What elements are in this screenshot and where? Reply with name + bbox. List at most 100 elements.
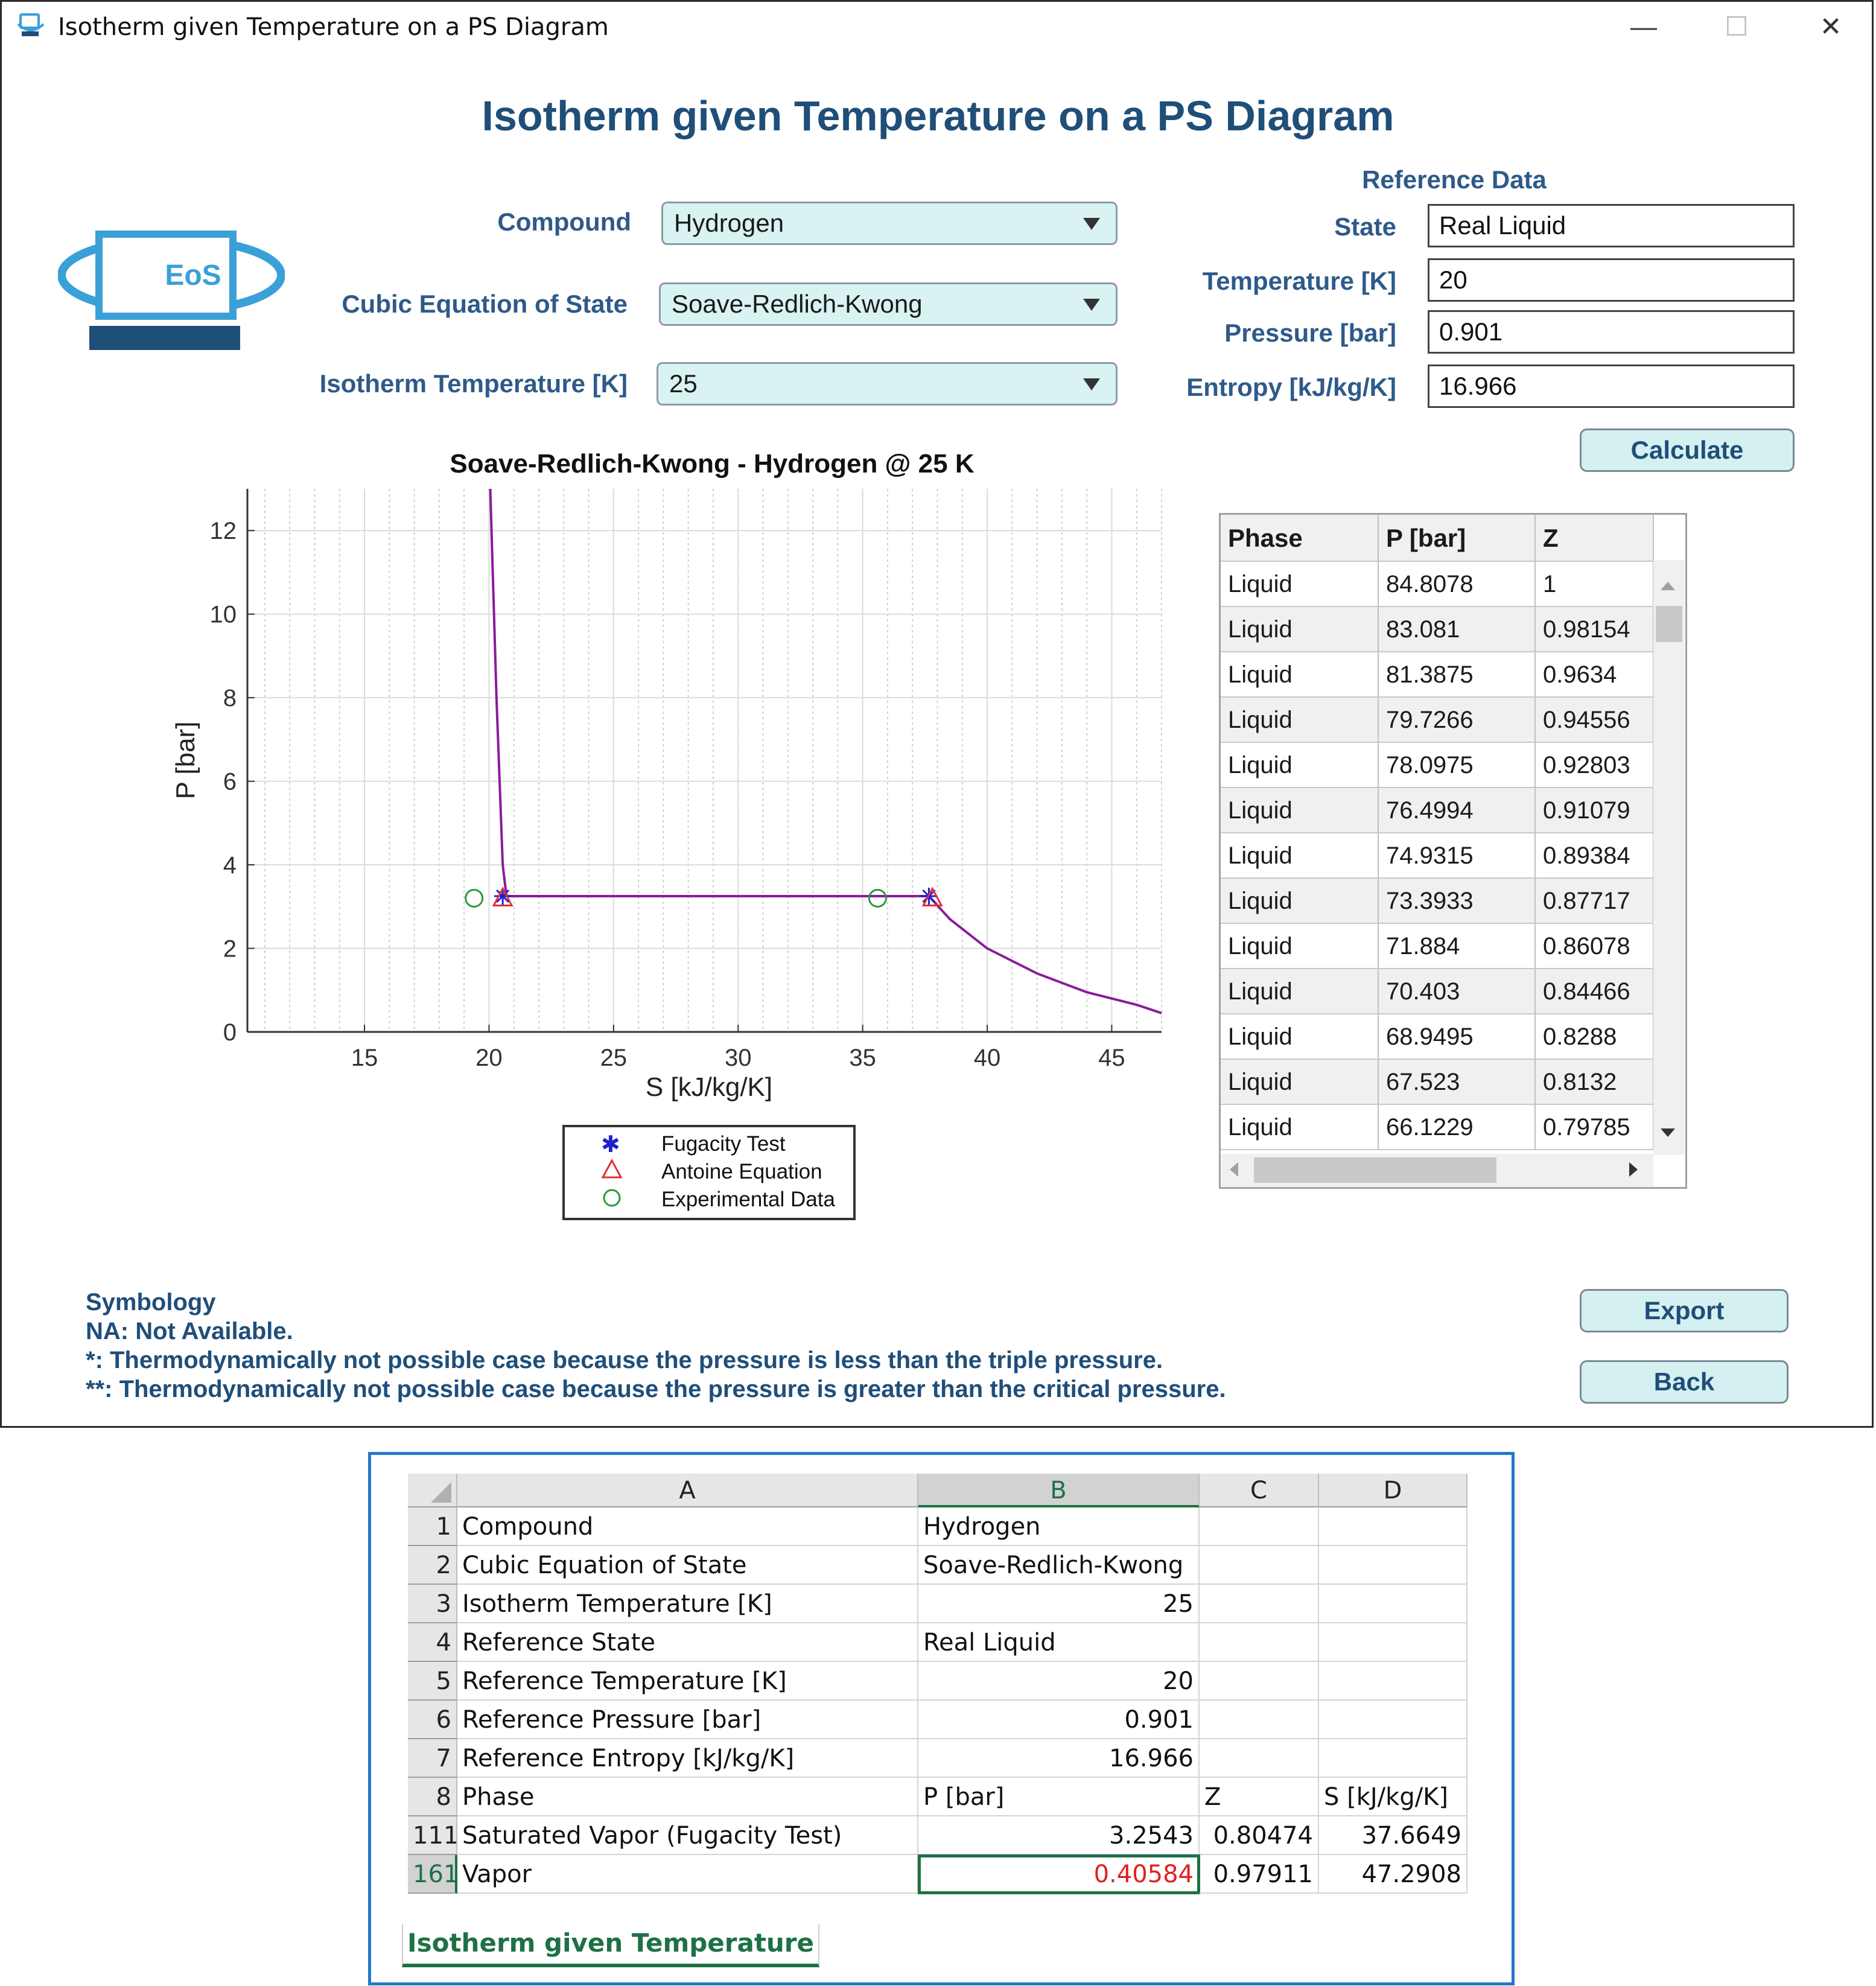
cell-d[interactable] (1319, 1623, 1467, 1662)
cell-b[interactable]: 0.40584 (918, 1854, 1200, 1894)
row-header[interactable]: 6 (408, 1701, 457, 1739)
cell-a[interactable]: Compound (457, 1507, 918, 1546)
minimize-icon[interactable]: — (1630, 12, 1657, 42)
row-header[interactable]: 111 (408, 1816, 457, 1855)
entropy-field[interactable]: 16.966 (1428, 364, 1795, 408)
cell-d[interactable] (1319, 1507, 1467, 1546)
cell-c[interactable] (1200, 1739, 1319, 1778)
cell-c[interactable] (1200, 1623, 1319, 1662)
eos-dropdown[interactable]: Soave-Redlich-Kwong (659, 282, 1118, 326)
row-header[interactable]: 4 (408, 1623, 457, 1662)
row-header[interactable]: 1 (408, 1507, 457, 1546)
cell-d[interactable] (1319, 1739, 1467, 1778)
table-row[interactable]: Liquid 76.4994 0.91079 (1221, 788, 1655, 833)
cell-a[interactable]: Vapor (457, 1855, 918, 1894)
select-all-corner[interactable] (408, 1474, 457, 1507)
cell-d[interactable] (1319, 1662, 1467, 1701)
table-header-cell[interactable]: Z (1536, 515, 1654, 562)
cell-c[interactable] (1200, 1662, 1319, 1701)
table-row[interactable]: Liquid 66.1229 0.79785 (1221, 1105, 1655, 1150)
column-header[interactable]: A (457, 1474, 918, 1507)
cell-a[interactable]: Phase (457, 1778, 918, 1816)
compound-dropdown[interactable]: Hydrogen (661, 202, 1118, 245)
cell-a[interactable]: Reference Temperature [K] (457, 1662, 918, 1701)
export-button[interactable]: Export (1580, 1289, 1789, 1332)
cell-a[interactable]: Reference Pressure [bar] (457, 1701, 918, 1739)
cell-a[interactable]: Isotherm Temperature [K] (457, 1585, 918, 1623)
table-cell: 84.8078 (1379, 562, 1536, 607)
table-cell: Liquid (1221, 1014, 1379, 1060)
compound-value: Hydrogen (674, 209, 784, 237)
table-row[interactable]: Liquid 79.7266 0.94556 (1221, 698, 1655, 743)
cell-d[interactable] (1319, 1701, 1467, 1739)
close-icon[interactable]: ✕ (1819, 12, 1842, 42)
table-header-cell[interactable]: P [bar] (1379, 515, 1536, 562)
cell-a[interactable]: Cubic Equation of State (457, 1546, 918, 1585)
table-row[interactable]: Liquid 70.403 0.84466 (1221, 969, 1655, 1014)
spreadsheet-grid[interactable]: A B C D 1 Compound Hydrogen 2 Cubic Equation of … (408, 1474, 1467, 1905)
temperature-field[interactable]: 20 (1428, 258, 1795, 302)
cell-b[interactable]: Soave-Redlich-Kwong (918, 1546, 1200, 1585)
calculate-button[interactable]: Calculate (1580, 428, 1795, 472)
cell-b[interactable]: 25 (918, 1585, 1200, 1623)
scrollbar-thumb[interactable] (1656, 606, 1682, 642)
scroll-up-icon[interactable] (1661, 582, 1675, 590)
table-row[interactable]: Liquid 78.0975 0.92803 (1221, 743, 1655, 788)
scroll-right-icon[interactable] (1629, 1162, 1638, 1177)
table-row[interactable]: Liquid 71.884 0.86078 (1221, 924, 1655, 969)
x-tick-label: 20 (475, 1045, 503, 1071)
cell-c[interactable] (1200, 1507, 1319, 1546)
scroll-down-icon[interactable] (1661, 1128, 1675, 1137)
row-header[interactable]: 161 (408, 1855, 457, 1894)
column-header[interactable]: B (918, 1474, 1200, 1507)
cell-a[interactable]: Reference State (457, 1623, 918, 1662)
maximize-icon[interactable]: ☐ (1725, 12, 1749, 42)
cell-b[interactable]: 20 (918, 1662, 1200, 1701)
cell-b[interactable]: Real Liquid (918, 1623, 1200, 1662)
x-tick-label: 40 (974, 1045, 1001, 1071)
cell-c[interactable]: Z (1200, 1778, 1319, 1816)
eos-value: Soave-Redlich-Kwong (672, 290, 923, 318)
cell-b[interactable]: 3.2543 (918, 1816, 1200, 1855)
table-row[interactable]: Liquid 81.3875 0.9634 (1221, 652, 1655, 698)
table-row[interactable]: Liquid 83.081 0.98154 (1221, 607, 1655, 652)
cell-c[interactable] (1200, 1546, 1319, 1585)
cell-b[interactable]: 0.901 (918, 1701, 1200, 1739)
row-header[interactable]: 5 (408, 1662, 457, 1701)
table-row[interactable]: Liquid 68.9495 0.8288 (1221, 1014, 1655, 1060)
cell-b[interactable]: P [bar] (918, 1778, 1200, 1816)
column-header[interactable]: C (1200, 1474, 1319, 1507)
cell-a[interactable]: Saturated Vapor (Fugacity Test) (457, 1816, 918, 1855)
table-row[interactable]: Liquid 84.8078 1 (1221, 562, 1655, 607)
table-header-cell[interactable]: Phase (1221, 515, 1379, 562)
cell-d[interactable] (1319, 1546, 1467, 1585)
table-vertical-scrollbar[interactable] (1653, 560, 1685, 1155)
cell-c[interactable]: 0.80474 (1200, 1816, 1319, 1855)
back-button[interactable]: Back (1580, 1360, 1789, 1404)
cell-b[interactable]: 16.966 (918, 1739, 1200, 1778)
isotherm-temperature-dropdown[interactable]: 25 (657, 362, 1118, 406)
state-field[interactable]: Real Liquid (1428, 204, 1795, 247)
sheet-tab[interactable]: Isotherm given Temperature (402, 1924, 819, 1967)
row-header[interactable]: 8 (408, 1778, 457, 1816)
scroll-left-icon[interactable] (1230, 1162, 1238, 1177)
results-table[interactable]: Phase P [bar] Z Liquid 84.8078 1 Liquid 83.081 0… (1219, 513, 1687, 1189)
cell-c[interactable] (1200, 1585, 1319, 1623)
table-row[interactable]: Liquid 74.9315 0.89384 (1221, 833, 1655, 879)
table-row[interactable]: Liquid 73.3933 0.87717 (1221, 879, 1655, 924)
cell-b[interactable]: Hydrogen (918, 1507, 1200, 1546)
row-header[interactable]: 7 (408, 1739, 457, 1778)
cell-d[interactable]: 37.6649 (1319, 1816, 1467, 1855)
cell-c[interactable]: 0.97911 (1200, 1855, 1319, 1894)
horizontal-scrollbar-thumb[interactable] (1254, 1157, 1496, 1183)
row-header[interactable]: 2 (408, 1546, 457, 1585)
cell-a[interactable]: Reference Entropy [kJ/kg/K] (457, 1739, 918, 1778)
pressure-field[interactable]: 0.901 (1428, 310, 1795, 354)
row-header[interactable]: 3 (408, 1585, 457, 1623)
cell-c[interactable] (1200, 1701, 1319, 1739)
cell-d[interactable]: 47.2908 (1319, 1855, 1467, 1894)
cell-d[interactable]: S [kJ/kg/K] (1319, 1778, 1467, 1816)
cell-d[interactable] (1319, 1585, 1467, 1623)
column-header[interactable]: D (1319, 1474, 1467, 1507)
table-row[interactable]: Liquid 67.523 0.8132 (1221, 1060, 1655, 1105)
